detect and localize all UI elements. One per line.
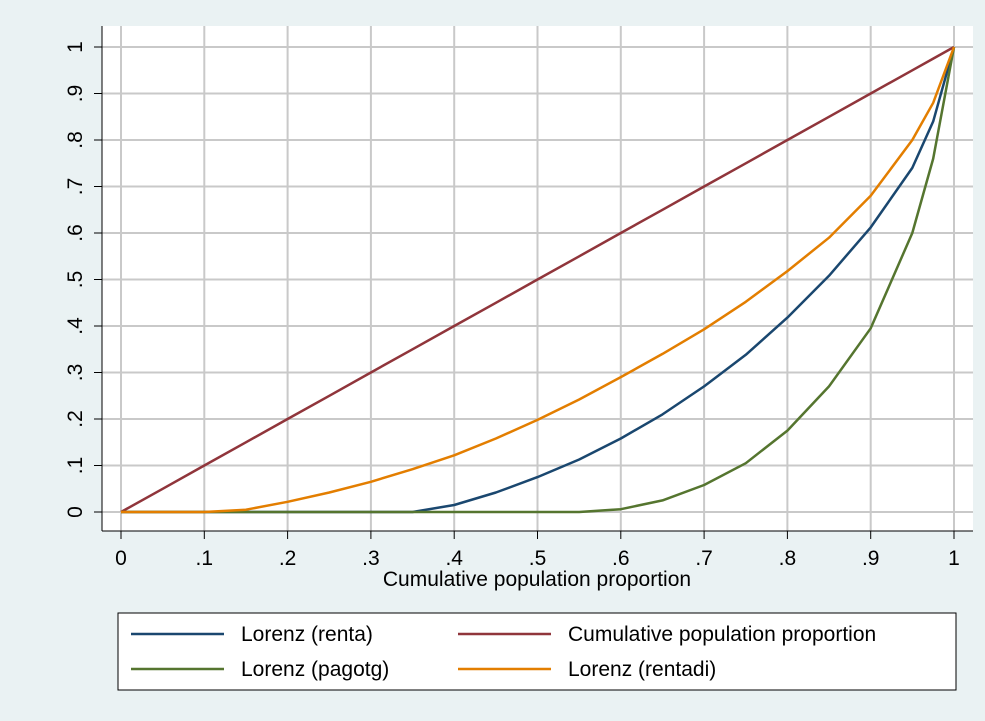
x-tick-label: .6 [612, 547, 630, 570]
series-line [120, 45, 955, 514]
x-tick-label: .9 [862, 547, 880, 570]
y-tick-label: .1 [64, 457, 87, 475]
series-line [121, 46, 956, 514]
axes: 0 .1 .2 .3 .4 .5 .6 .7 .8 .9 1 0 .1 .2 .3 .4 .5 .6 .7 .8 .9 1 [64, 26, 973, 570]
legend: Lorenz (renta) Cumulative population prop… [117, 612, 957, 691]
legend-label: Cumulative population proportion [568, 623, 876, 646]
x-tick-label: .7 [695, 547, 713, 570]
legend-label: Lorenz (renta) [241, 623, 373, 646]
y-tick-label: .2 [64, 410, 87, 428]
x-tick-label: 0 [115, 547, 127, 570]
y-tick-label: 1 [64, 41, 87, 53]
y-tick-label: .8 [64, 131, 87, 149]
y-tick-label: .9 [64, 85, 87, 103]
series [120, 45, 956, 514]
y-tick-label: .5 [64, 271, 87, 289]
y-tick-label: .4 [64, 317, 87, 335]
y-tick-label: .7 [64, 178, 87, 196]
y-tick-label: .3 [64, 364, 87, 382]
legend-label: Lorenz (pagotg) [241, 658, 389, 681]
x-tick-label: .1 [196, 547, 214, 570]
y-tick-label: 0 [64, 506, 87, 518]
legend-label: Lorenz (rentadi) [568, 658, 716, 681]
x-tick-label: .2 [279, 547, 297, 570]
x-tick-label: .8 [779, 547, 797, 570]
x-tick-label: 1 [948, 547, 960, 570]
y-tick-label: .6 [64, 224, 87, 242]
x-tick-label: .4 [445, 547, 463, 570]
x-tick-label: .3 [362, 547, 380, 570]
grid [102, 26, 973, 531]
legend-box [117, 612, 957, 691]
series-line [121, 46, 956, 514]
x-axis-title: Cumulative population proportion [383, 568, 691, 591]
x-tick-label: .5 [529, 547, 547, 570]
